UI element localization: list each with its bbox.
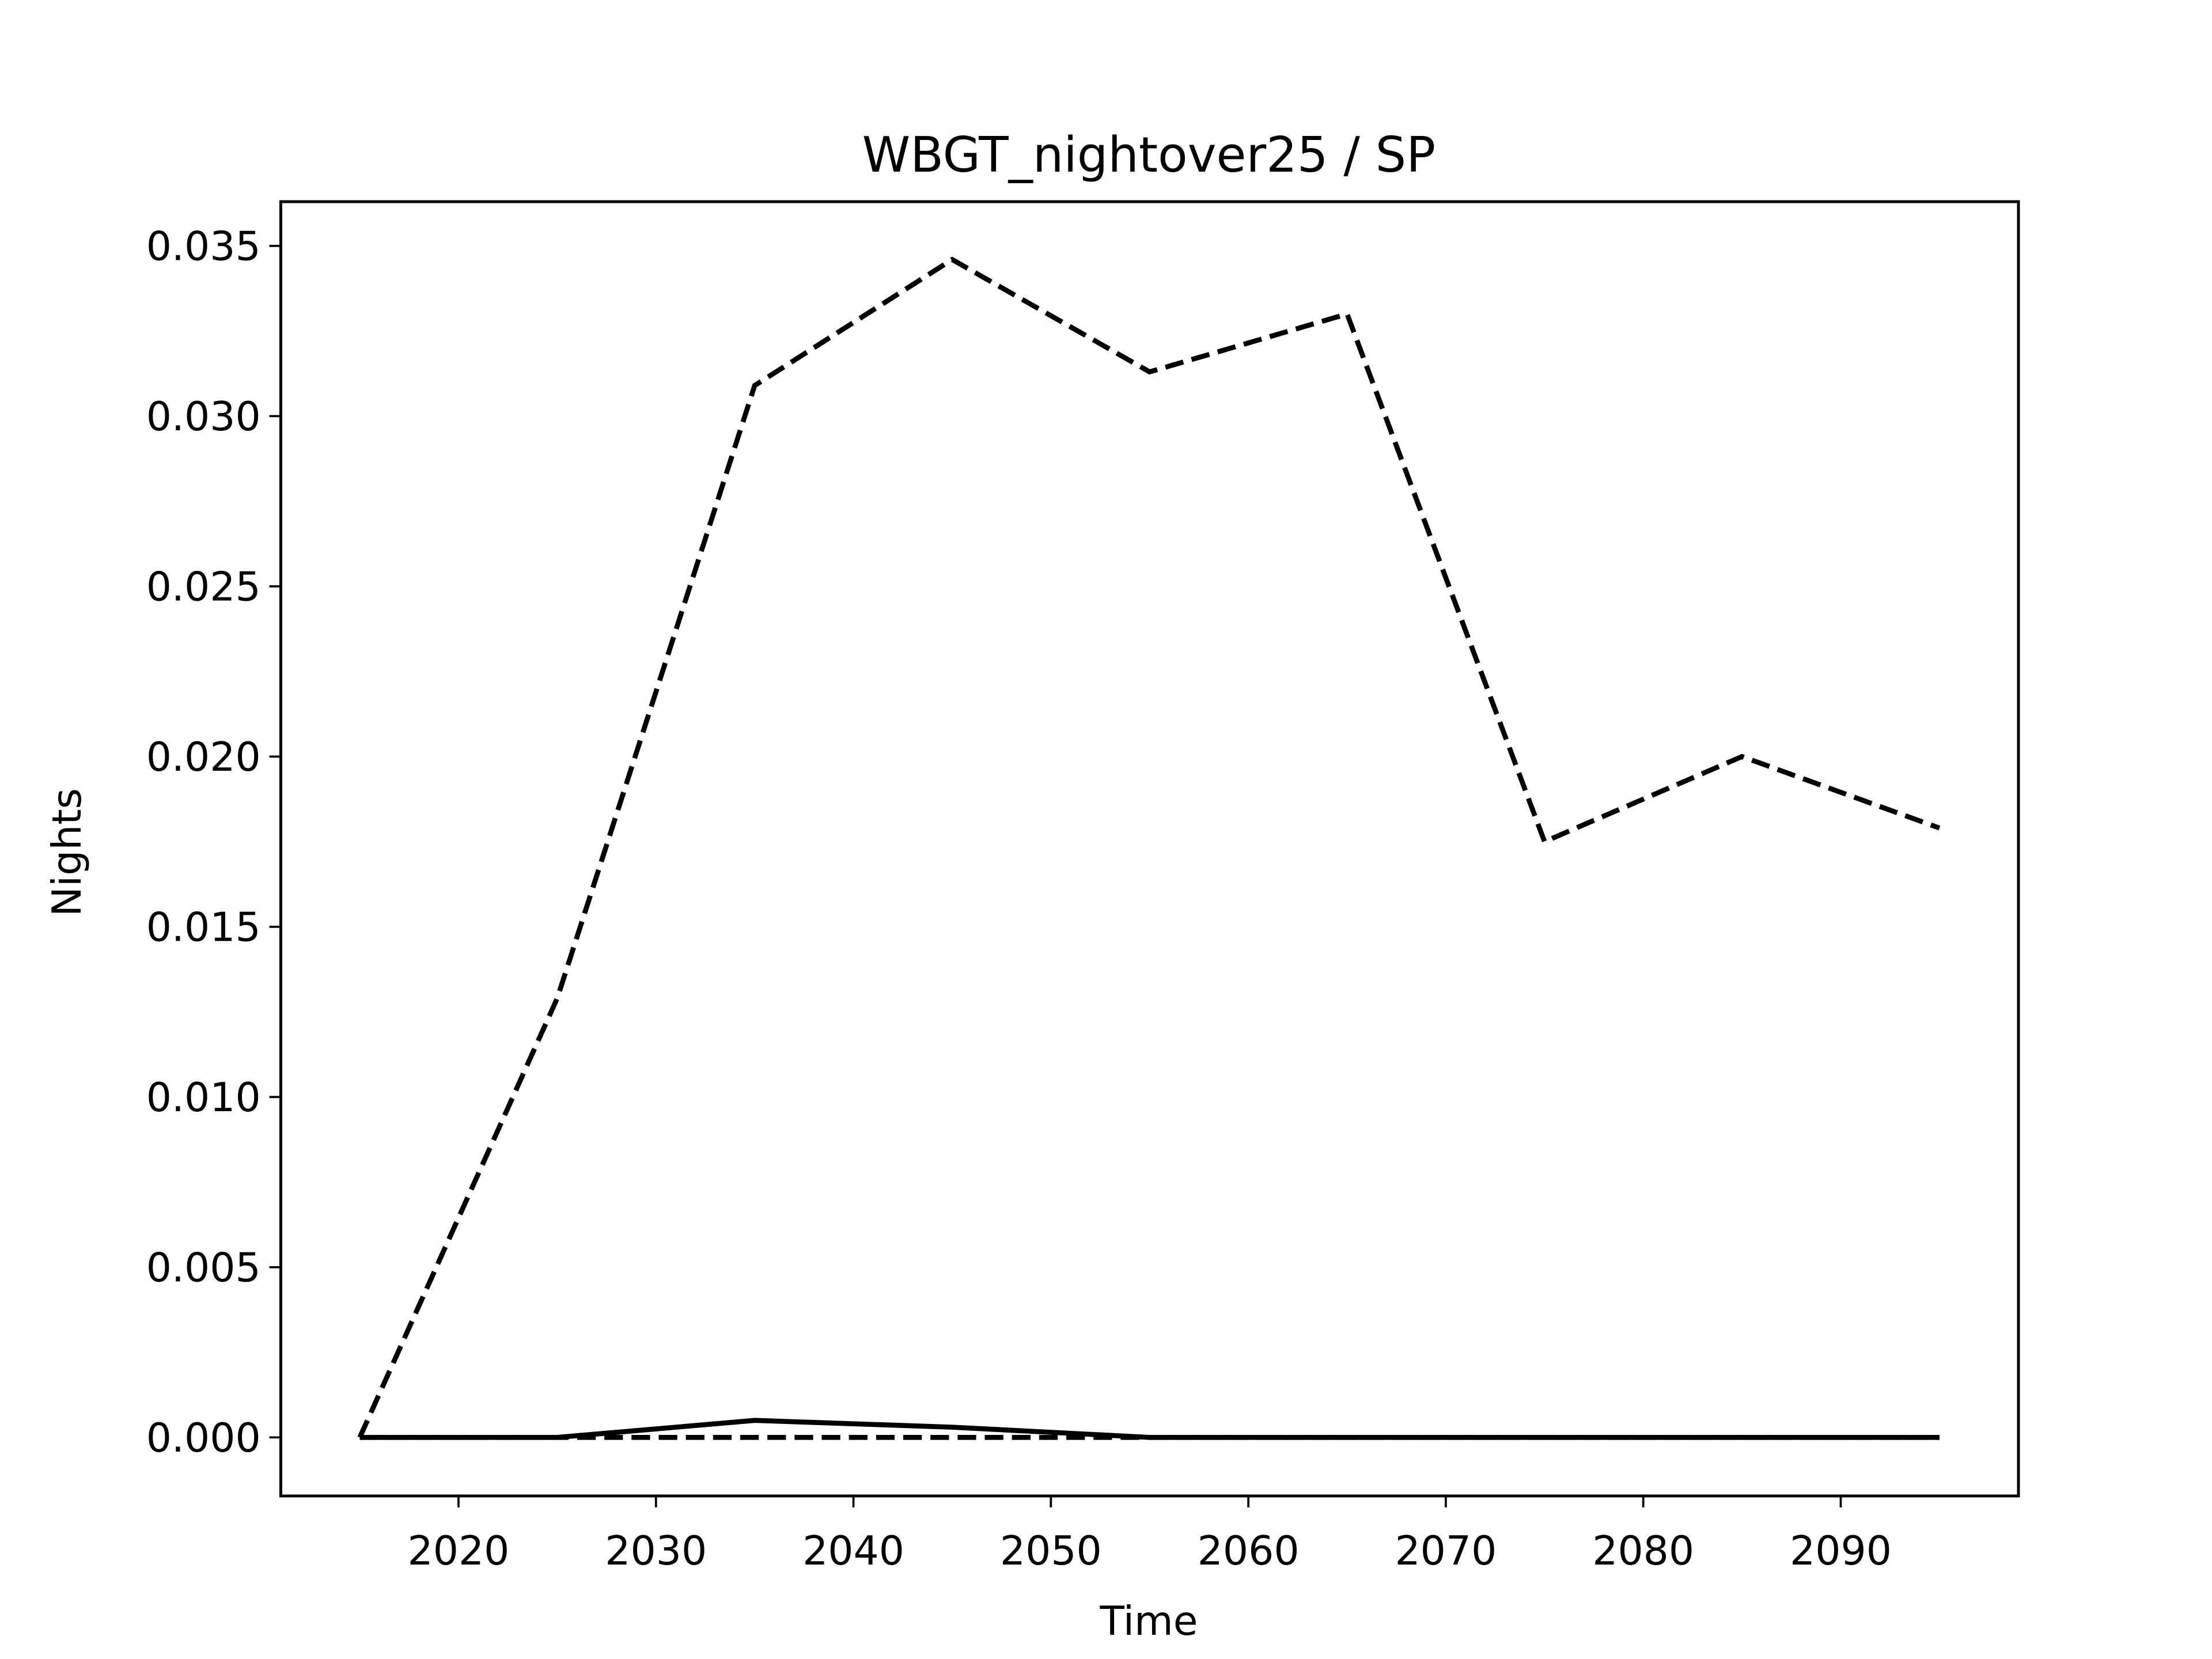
x-tick-label: 2040	[802, 1528, 904, 1574]
y-tick-label: 0.025	[146, 564, 261, 611]
y-tick-label: 0.005	[146, 1245, 261, 1291]
y-tick-label: 0.030	[146, 393, 261, 440]
x-tick-label: 2030	[605, 1528, 707, 1574]
y-tick-label: 0.015	[146, 904, 261, 951]
y-tick-label: 0.010	[146, 1074, 261, 1121]
x-tick-label: 2060	[1198, 1528, 1300, 1574]
x-tick-label: 2090	[1790, 1528, 1892, 1574]
y-tick-label: 0.020	[146, 734, 261, 781]
x-tick-label: 2070	[1395, 1528, 1497, 1574]
y-tick-label: 0.035	[146, 224, 261, 270]
x-tick-label: 2050	[1000, 1528, 1102, 1574]
plot-frame	[279, 200, 2020, 1498]
y-axis-label: Nights	[44, 788, 90, 916]
x-axis-label: Time	[1099, 1598, 1198, 1645]
line-series	[359, 1418, 1940, 1440]
x-tick-label: 2020	[408, 1528, 510, 1574]
chart-title: WBGT_nightover25 / SP	[862, 127, 1435, 183]
x-tick-label: 2080	[1592, 1528, 1694, 1574]
line-series	[357, 256, 1941, 1439]
y-tick-label: 0.000	[146, 1415, 261, 1461]
